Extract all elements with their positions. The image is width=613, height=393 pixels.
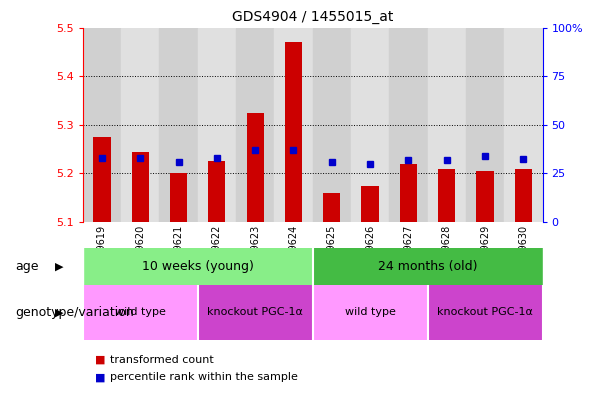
Bar — [313, 285, 428, 340]
Text: age: age — [15, 260, 39, 273]
Text: ■: ■ — [95, 354, 105, 365]
Text: 24 months (old): 24 months (old) — [378, 260, 478, 273]
Bar — [132, 152, 149, 222]
Bar — [197, 285, 313, 340]
Text: ▶: ▶ — [55, 261, 64, 271]
Bar — [83, 248, 313, 285]
Bar — [313, 248, 543, 285]
Bar — [389, 28, 428, 222]
Bar — [285, 42, 302, 222]
Bar — [515, 169, 532, 222]
Text: knockout PGC-1α: knockout PGC-1α — [437, 307, 533, 318]
Bar — [170, 173, 187, 222]
Bar — [83, 285, 197, 340]
Bar — [208, 161, 226, 222]
Bar — [246, 113, 264, 222]
Bar — [362, 185, 379, 222]
Bar — [476, 171, 493, 222]
Bar — [438, 169, 455, 222]
Title: GDS4904 / 1455015_at: GDS4904 / 1455015_at — [232, 10, 394, 24]
Bar — [121, 28, 159, 222]
Bar — [400, 164, 417, 222]
Bar — [197, 28, 236, 222]
Text: knockout PGC-1α: knockout PGC-1α — [207, 307, 303, 318]
Bar — [83, 28, 121, 222]
Bar — [504, 28, 543, 222]
Bar — [323, 193, 340, 222]
Bar — [351, 28, 389, 222]
Text: ■: ■ — [95, 372, 105, 382]
Bar — [93, 137, 110, 222]
Text: genotype/variation: genotype/variation — [15, 306, 134, 319]
Bar — [466, 28, 504, 222]
Bar — [159, 28, 197, 222]
Bar — [313, 28, 351, 222]
Text: percentile rank within the sample: percentile rank within the sample — [110, 372, 298, 382]
Text: wild type: wild type — [345, 307, 395, 318]
Bar — [428, 28, 466, 222]
Bar — [275, 28, 313, 222]
Bar — [428, 285, 543, 340]
Text: wild type: wild type — [115, 307, 166, 318]
Text: 10 weeks (young): 10 weeks (young) — [142, 260, 254, 273]
Text: transformed count: transformed count — [110, 354, 214, 365]
Bar — [236, 28, 275, 222]
Text: ▶: ▶ — [55, 307, 64, 318]
